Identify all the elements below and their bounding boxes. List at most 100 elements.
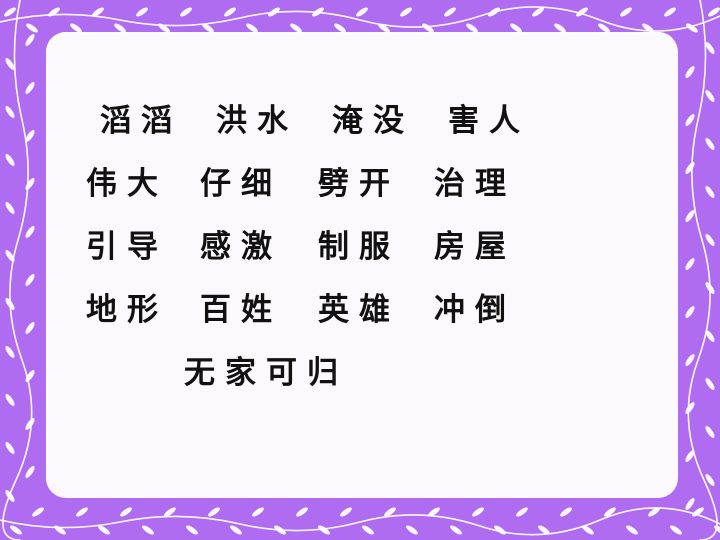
word-zixi: 仔细 [200,166,282,202]
vine-leaf [25,82,35,94]
vine-leaf [25,418,35,430]
vine-leaf [444,7,456,17]
vine-leaf [202,23,214,33]
vine-leaf [685,66,695,78]
vine-leaf [25,130,35,142]
vine-leaf [450,525,462,535]
vine-leaf [510,23,522,33]
vine-leaf [10,525,22,535]
vine-leaf [54,525,66,535]
vine-leaf [32,507,44,517]
vine-leaf [516,507,528,517]
vine-leaf [312,7,324,17]
vine-leaf [180,7,192,17]
vine-leaf [685,210,695,222]
vine-leaf [620,7,632,17]
vine-leaf [334,23,346,33]
vine-leaf [488,7,500,17]
vine-leaf [186,525,198,535]
vine-leaf [538,525,550,535]
vine-leaf [362,525,374,535]
word-hairen: 害人 [448,103,530,139]
vine-leaf [705,330,715,342]
vine-leaf [705,90,715,102]
vine-leaf [26,23,38,33]
vine-leaf [5,154,15,166]
vine-leaf [4,7,16,17]
word-baixing: 百姓 [200,292,282,328]
vine-leaf [5,298,15,310]
vine-leaf [472,507,484,517]
word-pikai: 劈开 [318,166,400,202]
vine-leaf [604,507,616,517]
vine-leaf [224,7,236,17]
vine-leaf [25,178,35,190]
vine-leaf [142,525,154,535]
vine-leaf [494,525,506,535]
vine-leaf [685,354,695,366]
vine-leaf [356,7,368,17]
vine-leaf [5,442,15,454]
vine-leaf [705,474,715,486]
vine-leaf [626,525,638,535]
word-yingxiong: 英雄 [318,292,400,328]
vine-leaf [685,258,695,270]
vine-leaf [340,507,352,517]
vine-leaf [296,507,308,517]
vine-leaf [705,282,715,294]
vine-leaf [648,507,660,517]
vine-leaf [5,394,15,406]
vine-leaf [598,23,610,33]
word-ganji: 感激 [200,229,282,265]
vine-leaf [532,7,544,17]
vine-leaf [692,507,704,517]
word-yindao: 引导 [86,229,168,265]
vine-leaf [136,7,148,17]
vine-leaf [114,23,126,33]
vine-leaf [274,525,286,535]
vine-leaf [705,42,715,54]
vine-leaf [705,426,715,438]
vine-leaf [5,346,15,358]
vine-leaf [685,402,695,414]
vine-leaf [708,7,720,17]
vine-leaf [576,7,588,17]
vine-leaf [406,525,418,535]
vine-leaf [230,525,242,535]
vine-leaf [70,23,82,33]
vine-leaf [208,507,220,517]
vine-leaf [670,525,682,535]
content-panel: 滔滔 洪水 淹没 害人 伟大 仔细 劈开 治理 引导 感激 制服 房屋 地形 百… [46,32,678,498]
vine-leaf [664,7,676,17]
vine-leaf [164,507,176,517]
vine-leaf [400,7,412,17]
vine-leaf [705,186,715,198]
vine-leaf [25,226,35,238]
vine-leaf [378,23,390,33]
word-wujiakegui: 无家可归 [184,355,348,391]
word-zhili: 治理 [434,166,516,202]
vine-leaf [158,23,170,33]
word-zhifu: 制服 [318,229,400,265]
vine-leaf [685,306,695,318]
vine-leaf [685,450,695,462]
vine-leaf [686,23,698,33]
vine-leaf [642,23,654,33]
vine-leaf [92,7,104,17]
vine-leaf [76,507,88,517]
vine-leaf [685,162,695,174]
vine-leaf [120,507,132,517]
vine-leaf [466,23,478,33]
vine-leaf [25,370,35,382]
vine-leaf [25,34,35,46]
word-weida: 伟大 [86,166,168,202]
vine-leaf [582,525,594,535]
vine-leaf [5,106,15,118]
word-yanmo: 淹没 [332,103,414,139]
vine-leaf [384,507,396,517]
vine-leaf [5,250,15,262]
vine-leaf [705,378,715,390]
vine-leaf [685,114,695,126]
